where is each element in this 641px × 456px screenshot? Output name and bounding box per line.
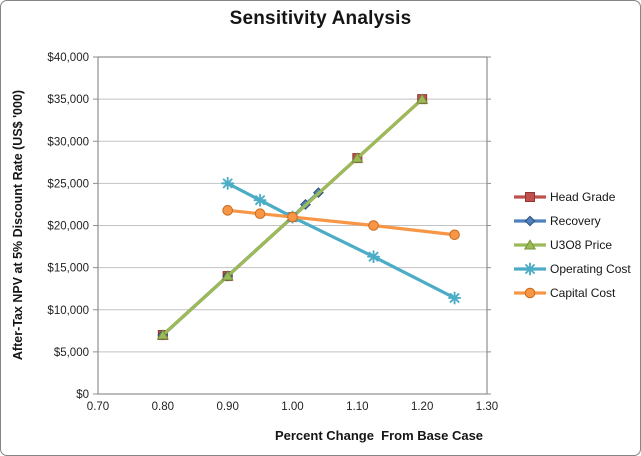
legend-item-operating-cost: Operating Cost: [513, 261, 631, 276]
series-marker-triangle: [416, 93, 429, 104]
x-tick-label: 1.30: [476, 401, 498, 413]
circle-marker-icon: [514, 287, 546, 298]
y-tick-label: $0: [76, 389, 89, 401]
series-marker-circle: [524, 287, 536, 298]
x-axis-title: Percent Change From Base Case: [274, 428, 484, 443]
y-tick-label: $40,000: [47, 52, 89, 64]
series-marker-circle: [287, 211, 298, 223]
legend-item-head-grade: Head Grade: [513, 189, 631, 204]
y-tick-label: $15,000: [47, 263, 89, 275]
series-marker-triangle: [221, 270, 234, 281]
series-marker-triangle: [156, 329, 169, 340]
series-marker-asterisk: [221, 176, 235, 190]
y-tick-label: $25,000: [47, 178, 89, 190]
x-tick-label: 0.70: [87, 401, 109, 413]
legend-label: Capital Cost: [550, 285, 616, 300]
series-marker-circle: [449, 229, 460, 241]
series-marker-triangle: [351, 152, 364, 163]
x-tick-label: 1.10: [346, 401, 368, 413]
x-tick-label: 0.80: [152, 401, 174, 413]
plot-border: [97, 56, 488, 395]
series-marker-asterisk: [448, 291, 462, 305]
diamond-marker-icon: [514, 215, 546, 226]
series-marker-diamond: [524, 215, 536, 226]
x-tick-label: 1.20: [411, 401, 433, 413]
series-marker-circle: [222, 205, 233, 216]
y-tick-label: $10,000: [47, 305, 89, 317]
series-marker-asterisk: [523, 262, 537, 275]
series-operating-cost: [221, 176, 462, 305]
series-marker-circle: [254, 208, 266, 220]
y-tick-label: $20,000: [47, 221, 89, 233]
series-capital-cost: [222, 205, 460, 241]
asterisk-marker-icon: [514, 262, 546, 275]
y-tick-label: $30,000: [47, 136, 89, 148]
legend-item-u3o8-price: U3O8 Price: [513, 237, 631, 252]
chart-title: Sensitivity Analysis: [229, 8, 412, 29]
series-marker-square: [525, 191, 535, 202]
series-marker-triangle: [523, 238, 537, 249]
legend-label: Operating Cost: [550, 261, 631, 276]
series-marker-circle: [368, 220, 379, 231]
legend-label: Recovery: [550, 213, 601, 228]
series-marker-asterisk: [367, 250, 380, 264]
x-tick-label: 1.00: [281, 401, 303, 413]
chart-legend: Head Grade Recovery U3O8 Price Operating Co…: [513, 189, 631, 309]
legend-label: Head Grade: [550, 189, 616, 204]
y-tick-label: $5,000: [54, 347, 89, 359]
legend-label: U3O8 Price: [550, 237, 613, 252]
y-tick-label: $35,000: [47, 94, 89, 106]
series-marker-asterisk: [253, 193, 267, 207]
triangle-marker-icon: [514, 238, 546, 249]
legend-item-capital-cost: Capital Cost: [513, 285, 631, 300]
legend-item-recovery: Recovery: [513, 213, 631, 228]
square-marker-icon: [514, 191, 546, 202]
x-tick-label: 0.90: [216, 401, 238, 413]
